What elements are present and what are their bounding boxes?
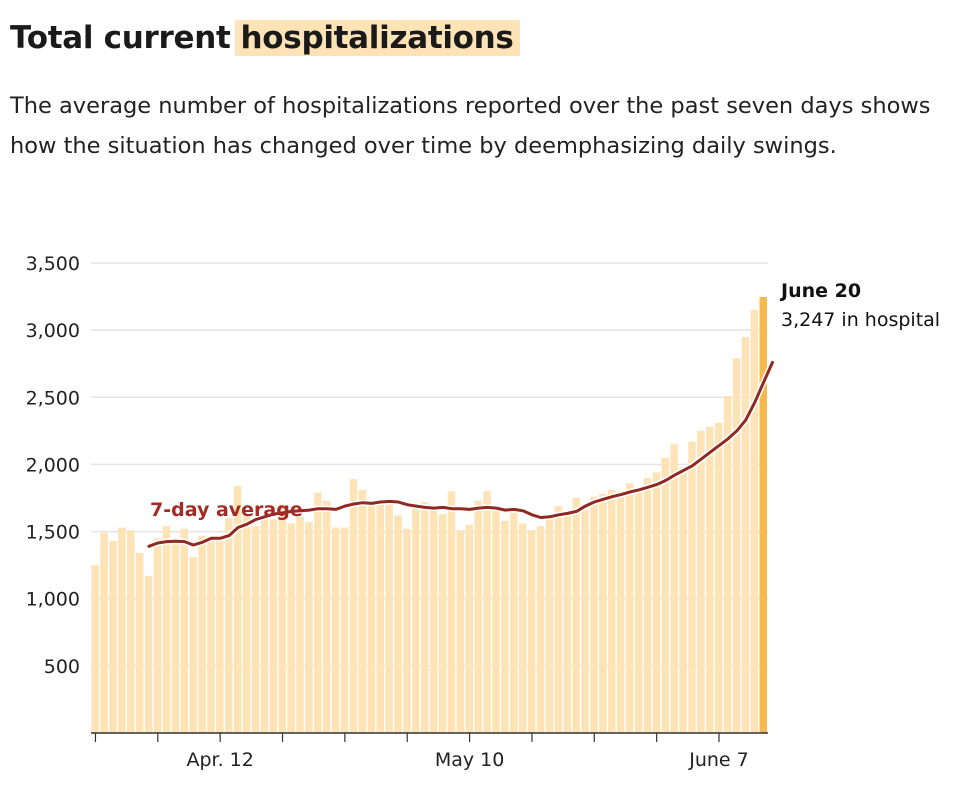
latest-value-annotation: 3,247 in hospital bbox=[781, 309, 940, 331]
bar bbox=[314, 492, 322, 733]
hospitalizations-chart: 500 1,000 1,500 2,000 2,500 3,000 3,500 Apr. 1… bbox=[26, 253, 940, 771]
bar bbox=[349, 479, 358, 733]
x-tick-label: May 10 bbox=[435, 749, 505, 771]
bar bbox=[296, 516, 304, 733]
bar bbox=[679, 467, 687, 733]
bar bbox=[554, 506, 563, 733]
bar bbox=[456, 530, 465, 733]
bar bbox=[465, 524, 474, 733]
y-tick-label: 3,500 bbox=[26, 253, 80, 275]
x-tick-label: June 7 bbox=[688, 749, 749, 771]
bar bbox=[376, 502, 384, 733]
bar bbox=[706, 426, 714, 733]
bar bbox=[474, 500, 482, 733]
bar bbox=[118, 527, 126, 733]
bar bbox=[100, 532, 108, 733]
bar bbox=[572, 498, 580, 733]
bar bbox=[616, 491, 625, 733]
bar bbox=[162, 526, 171, 733]
bar bbox=[483, 491, 491, 733]
title-prefix: Total current bbox=[10, 20, 231, 56]
bar bbox=[750, 310, 759, 733]
bar bbox=[563, 514, 572, 733]
bar bbox=[207, 538, 215, 733]
bar bbox=[198, 535, 206, 733]
average-series-label: 7-day average bbox=[150, 499, 303, 521]
y-tick-label: 2,500 bbox=[26, 387, 80, 409]
bar bbox=[242, 515, 251, 733]
bar bbox=[269, 519, 278, 733]
bar bbox=[278, 504, 286, 733]
bar bbox=[536, 526, 545, 733]
bar bbox=[216, 540, 224, 733]
bar bbox=[741, 336, 750, 733]
bar bbox=[599, 493, 607, 733]
bar bbox=[608, 489, 616, 733]
y-axis-labels: 500 1,000 1,500 2,000 2,500 3,000 3,500 bbox=[26, 253, 80, 678]
bar bbox=[759, 296, 767, 733]
average-line bbox=[147, 360, 774, 548]
bar bbox=[697, 430, 705, 733]
x-axis: Apr. 12 May 10 June 7 bbox=[91, 732, 768, 771]
bar bbox=[714, 422, 723, 733]
bar bbox=[429, 510, 438, 733]
bar bbox=[447, 491, 456, 733]
bar bbox=[233, 485, 242, 733]
x-tick-label: Apr. 12 bbox=[186, 749, 253, 771]
bar bbox=[625, 483, 634, 733]
bar bbox=[590, 496, 598, 733]
bar bbox=[652, 472, 661, 733]
latest-date-annotation: June 20 bbox=[779, 280, 861, 302]
bar bbox=[643, 477, 652, 733]
bar bbox=[527, 530, 536, 733]
y-tick-label: 500 bbox=[44, 656, 80, 678]
y-tick-label: 1,500 bbox=[26, 522, 80, 544]
bar bbox=[385, 504, 393, 733]
bar bbox=[732, 358, 741, 733]
bar bbox=[180, 528, 188, 733]
bar bbox=[153, 538, 162, 733]
bar bbox=[723, 395, 732, 733]
bar bbox=[251, 526, 260, 733]
bar bbox=[225, 518, 233, 733]
bar bbox=[323, 500, 331, 733]
bar bbox=[340, 527, 349, 733]
bar bbox=[135, 553, 144, 733]
chart-subtitle: The average number of hospitalizations r… bbox=[10, 93, 931, 159]
bar bbox=[501, 520, 509, 733]
y-tick-label: 2,000 bbox=[26, 454, 80, 476]
bar bbox=[438, 514, 447, 733]
bar bbox=[661, 457, 670, 733]
bar bbox=[670, 444, 678, 733]
y-tick-label: 3,000 bbox=[26, 320, 80, 342]
bar bbox=[358, 489, 367, 733]
title-highlight: hospitalizations bbox=[234, 20, 520, 56]
bar bbox=[510, 512, 518, 733]
bar bbox=[492, 506, 500, 733]
y-tick-label: 1,000 bbox=[26, 589, 80, 611]
bar bbox=[412, 504, 420, 733]
chart-title: Total current hospitalizations bbox=[10, 14, 520, 62]
bar bbox=[287, 523, 295, 733]
bar bbox=[518, 523, 527, 733]
bar bbox=[127, 530, 135, 733]
bar bbox=[171, 538, 180, 733]
bar bbox=[394, 515, 402, 733]
bar bbox=[305, 522, 313, 733]
bar bbox=[581, 510, 589, 733]
bar bbox=[403, 528, 411, 733]
bar bbox=[545, 519, 554, 733]
bar bbox=[144, 575, 153, 733]
bar bbox=[109, 540, 117, 733]
bar bbox=[189, 557, 197, 733]
daily-bars bbox=[91, 296, 767, 733]
bar bbox=[367, 504, 376, 733]
bar bbox=[688, 441, 696, 733]
bar bbox=[331, 527, 340, 733]
bar bbox=[91, 565, 99, 733]
bar bbox=[260, 518, 269, 733]
bar bbox=[420, 502, 429, 733]
bar bbox=[634, 491, 643, 733]
average-line-layer bbox=[145, 359, 776, 550]
